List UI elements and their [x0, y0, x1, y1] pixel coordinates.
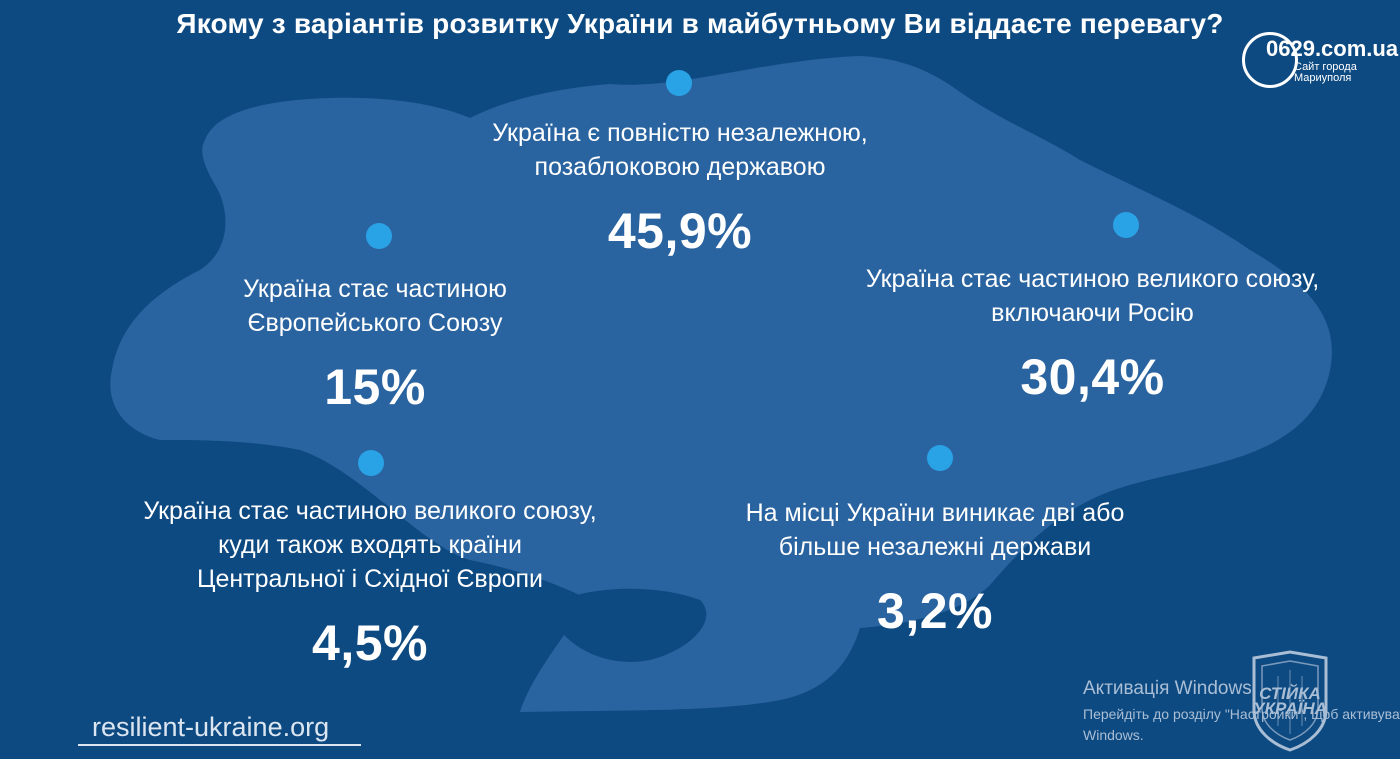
windows-activation-notice: Активація Windows Перейдіть до розділу "… [1083, 678, 1400, 746]
option-3-label-line-2: включаючи Росію [991, 299, 1194, 327]
option-1: Україна є повністю незалежною, позаблоко… [430, 116, 930, 260]
option-4-dot [358, 450, 384, 476]
option-3: Україна стає частиною великого союзу, вк… [780, 262, 1400, 406]
shield-line-1: СТІЙКА [1259, 684, 1321, 703]
option-5-dot [927, 445, 953, 471]
option-5-label: На місці України виникає дві або більше … [690, 496, 1180, 564]
option-2-label-line-1: Україна стає частиною [243, 275, 507, 303]
option-1-label-line-1: Україна є повністю незалежною, [492, 119, 868, 147]
option-1-label-line-2: позаблоковою державою [534, 153, 826, 181]
option-2: Україна стає частиною Європейського Союз… [175, 272, 575, 416]
option-3-label: Україна стає частиною великого союзу, вк… [780, 262, 1400, 330]
option-5-value: 3,2% [877, 583, 993, 639]
footer-underline [78, 744, 361, 746]
option-2-value: 15% [324, 359, 426, 415]
shield-watermark-icon [1252, 650, 1328, 752]
shield-watermark-text: СТІЙКА УКРАЇНА [1252, 684, 1328, 718]
option-1-dot [666, 70, 692, 96]
option-2-dot [366, 223, 392, 249]
badge-sub-line-2: Мариуполя [1294, 72, 1352, 84]
activation-sub-line-2: Windows. [1083, 727, 1144, 743]
activation-sub-line-1: Перейдіть до розділу "Настройки", щоб ак… [1083, 706, 1400, 722]
option-2-label: Україна стає частиною Європейського Союз… [175, 272, 575, 340]
option-3-label-line-1: Україна стає частиною великого союзу, [865, 265, 1320, 293]
page-title: Якому з варіантів розвитку України в май… [176, 8, 1224, 39]
shield-line-2: УКРАЇНА [1253, 699, 1327, 718]
footer-site: resilient-ukraine.org [92, 712, 330, 742]
option-1-label: Україна є повністю незалежною, позаблоко… [430, 116, 930, 184]
option-5: На місці України виникає дві або більше … [690, 496, 1180, 640]
option-1-value: 45,9% [607, 203, 753, 259]
option-2-label-line-2: Європейського Союзу [247, 309, 503, 337]
badge-ring-icon [1242, 32, 1298, 88]
option-4: Україна стає частиною великого союзу, ку… [100, 494, 640, 672]
option-5-label-line-1: На місці України виникає дві або [745, 499, 1125, 527]
badge-main: 0629.com.ua [1266, 36, 1399, 61]
option-4-label-line-3: Центральної і Східної Європи [196, 565, 544, 593]
option-4-label: Україна стає частиною великого союзу, ку… [100, 494, 640, 596]
option-4-value: 4,5% [312, 615, 428, 671]
option-3-value: 30,4% [1020, 349, 1165, 405]
option-5-label-line-2: більше незалежні держави [778, 533, 1092, 561]
activation-subtitle: Перейдіть до розділу "Настройки", щоб ак… [1083, 704, 1400, 746]
option-3-dot [1113, 212, 1139, 238]
source-badge: 0629.com.ua Сайт города Мариуполя [1242, 26, 1398, 90]
badge-sub: Сайт города Мариуполя [1294, 62, 1357, 84]
option-4-label-line-2: куди також входять країни [218, 531, 522, 559]
activation-title: Активація Windows [1083, 678, 1252, 699]
option-4-label-line-1: Україна стає частиною великого союзу, [143, 497, 597, 525]
badge-sub-line-1: Сайт города [1294, 61, 1357, 73]
